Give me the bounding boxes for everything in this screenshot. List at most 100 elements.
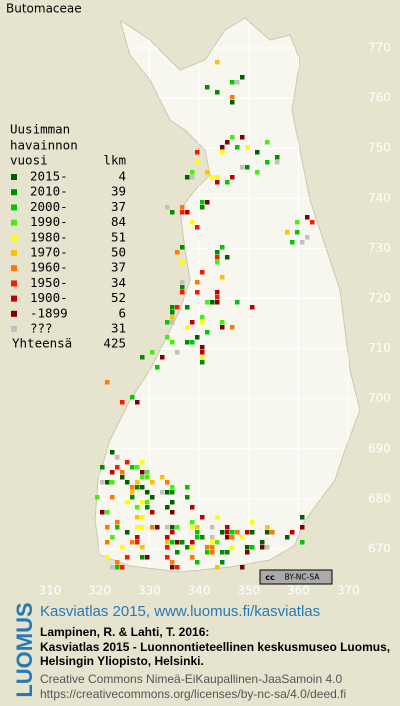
observation bbox=[185, 325, 190, 330]
legend-count: 37 bbox=[111, 260, 126, 275]
observation bbox=[225, 180, 230, 185]
y-tick-label: 770 bbox=[368, 41, 391, 55]
observation bbox=[275, 155, 280, 160]
observation bbox=[120, 475, 125, 480]
observation bbox=[230, 325, 235, 330]
observation bbox=[165, 535, 170, 540]
observation bbox=[265, 140, 270, 145]
legend-label: 1900- bbox=[30, 290, 68, 305]
observation bbox=[185, 305, 190, 310]
legend-swatch bbox=[11, 295, 17, 302]
legend-label: 1990- bbox=[30, 214, 68, 229]
legend-total: 425 bbox=[103, 336, 126, 351]
observation bbox=[275, 160, 280, 165]
legend-label: ??? bbox=[30, 321, 53, 336]
citation: Kasviatlas 2015 - Luonnontieteellinen ke… bbox=[40, 640, 390, 654]
license-url[interactable]: https://creativecommons.org/licenses/by-… bbox=[40, 687, 346, 701]
observation bbox=[145, 500, 150, 505]
legend-heading: Uusimman bbox=[10, 122, 70, 137]
observation bbox=[170, 315, 175, 320]
observation bbox=[135, 505, 140, 510]
observation bbox=[220, 325, 225, 330]
legend-count: 50 bbox=[111, 245, 126, 260]
observation bbox=[170, 525, 175, 530]
legend-count: 39 bbox=[111, 184, 126, 199]
observation bbox=[195, 530, 200, 535]
observation bbox=[205, 550, 210, 555]
observation bbox=[250, 305, 255, 310]
observation bbox=[230, 100, 235, 105]
observation bbox=[135, 515, 140, 520]
observation bbox=[125, 555, 130, 560]
observation bbox=[190, 170, 195, 175]
observation bbox=[190, 540, 195, 545]
observation bbox=[175, 250, 180, 255]
observation bbox=[170, 565, 175, 570]
observation bbox=[300, 240, 305, 245]
legend-count: 34 bbox=[111, 275, 126, 290]
observation bbox=[170, 305, 175, 310]
observation bbox=[200, 320, 205, 325]
observation bbox=[225, 550, 230, 555]
observation bbox=[250, 545, 255, 550]
citation: Helsingin Yliopisto, Helsinki. bbox=[40, 654, 204, 668]
logo: LUOMUS bbox=[12, 602, 37, 697]
observation bbox=[225, 255, 230, 260]
y-tick-label: 730 bbox=[368, 241, 391, 255]
observation bbox=[195, 225, 200, 230]
title: Butomaceae bbox=[6, 2, 82, 16]
link[interactable]: Kasviatlas 2015, www.luomus.fi/kasviatla… bbox=[40, 603, 320, 620]
observation bbox=[225, 535, 230, 540]
observation bbox=[265, 525, 270, 530]
observation bbox=[215, 255, 220, 260]
observation bbox=[115, 525, 120, 530]
observation bbox=[145, 470, 150, 475]
observation bbox=[215, 260, 220, 265]
observation bbox=[145, 475, 150, 480]
observation bbox=[120, 545, 125, 550]
legend-label: 2010- bbox=[30, 184, 68, 199]
observation bbox=[190, 320, 195, 325]
observation bbox=[220, 560, 225, 565]
observation bbox=[220, 320, 225, 325]
observation bbox=[100, 480, 105, 485]
observation bbox=[205, 170, 210, 175]
y-tick-label: 720 bbox=[368, 291, 391, 305]
observation bbox=[100, 465, 105, 470]
observation bbox=[165, 320, 170, 325]
license-text: Creative Commons Nimeä-EiKaupallinen-Jaa… bbox=[40, 672, 342, 686]
observation bbox=[185, 210, 190, 215]
observation bbox=[165, 545, 170, 550]
observation bbox=[165, 480, 170, 485]
x-tick-label: 310 bbox=[39, 584, 62, 598]
legend-total-label: Yhteensä bbox=[12, 336, 72, 351]
legend-count: 4 bbox=[118, 169, 126, 184]
observation bbox=[160, 355, 165, 360]
y-tick-label: 680 bbox=[368, 491, 391, 505]
observation bbox=[230, 530, 235, 535]
observation bbox=[220, 150, 225, 155]
observation bbox=[130, 485, 135, 490]
y-tick-label: 710 bbox=[368, 341, 391, 355]
legend-label: 1950- bbox=[30, 275, 68, 290]
observation bbox=[215, 565, 220, 570]
observation bbox=[140, 475, 145, 480]
observation bbox=[195, 560, 200, 565]
observation bbox=[200, 360, 205, 365]
observation bbox=[215, 300, 220, 305]
observation bbox=[150, 350, 155, 355]
observation bbox=[210, 535, 215, 540]
observation bbox=[130, 490, 135, 495]
observation bbox=[200, 270, 205, 275]
observation bbox=[245, 145, 250, 150]
observation bbox=[210, 175, 215, 180]
observation bbox=[230, 80, 235, 85]
x-tick-label: 360 bbox=[287, 584, 310, 598]
observation bbox=[135, 400, 140, 405]
observation bbox=[200, 350, 205, 355]
observation bbox=[180, 290, 185, 295]
observation bbox=[115, 455, 120, 460]
observation bbox=[190, 520, 195, 525]
observation bbox=[195, 335, 200, 340]
observation bbox=[195, 150, 200, 155]
